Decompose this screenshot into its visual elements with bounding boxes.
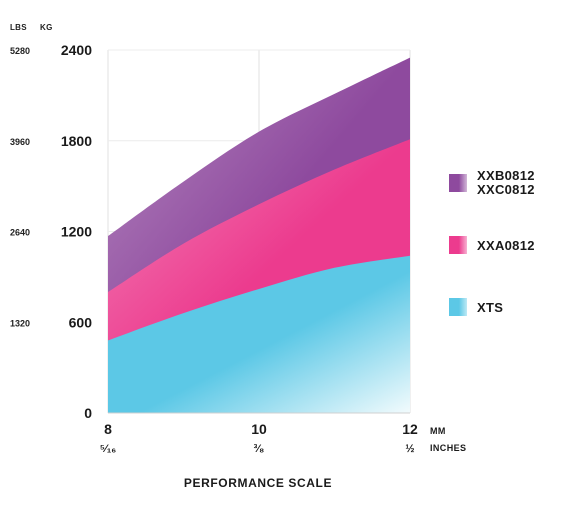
legend-item: XXA0812 — [449, 236, 535, 254]
y-unit-lbs-label: LBS — [10, 23, 27, 32]
y-tick-label-kg: 600 — [69, 314, 93, 330]
y-tick-label-kg: 1200 — [61, 224, 92, 240]
y-tick-label-lbs: 2640 — [10, 228, 30, 238]
y-tick-label-lbs: 1320 — [10, 318, 30, 328]
area-series — [108, 57, 410, 414]
x-tick-label-mm: 12 — [402, 421, 418, 437]
x-tick-label-mm: 10 — [251, 421, 267, 437]
legend-label: XXA0812 — [477, 238, 535, 253]
axes: 0 600 1320 1200 2640 1800 3960 2400 5280 8 ⁵⁄₁₆ 10 ³… — [10, 42, 466, 455]
x-unit-inches-label: INCHES — [430, 443, 466, 453]
legend-label: XXB0812 — [477, 168, 535, 183]
y-tick-label-kg: 2400 — [61, 42, 92, 58]
x-tick-label-inches: ½ — [405, 443, 414, 455]
y-tick-label-lbs: 3960 — [10, 137, 30, 147]
x-tick-label-inches: ³⁄₈ — [254, 443, 265, 455]
x-axis-title: PERFORMANCE SCALE — [184, 476, 332, 490]
legend-item: XTS — [449, 298, 503, 316]
y-tick-label-lbs: 5280 — [10, 46, 30, 56]
x-unit-mm-label: MM — [430, 426, 446, 436]
y-tick-label-kg: 0 — [84, 405, 92, 421]
x-tick-label-inches: ⁵⁄₁₆ — [100, 443, 117, 455]
legend-swatch — [449, 174, 467, 192]
legend-label: XTS — [477, 300, 503, 315]
legend-label: XXC0812 — [477, 182, 535, 197]
legend-swatch — [449, 236, 467, 254]
area-xts — [108, 255, 410, 413]
y-unit-kg-label: KG — [40, 23, 53, 32]
legend-swatch — [449, 298, 467, 316]
x-tick-label-mm: 8 — [104, 421, 112, 437]
y-tick-label-kg: 1800 — [61, 133, 92, 149]
